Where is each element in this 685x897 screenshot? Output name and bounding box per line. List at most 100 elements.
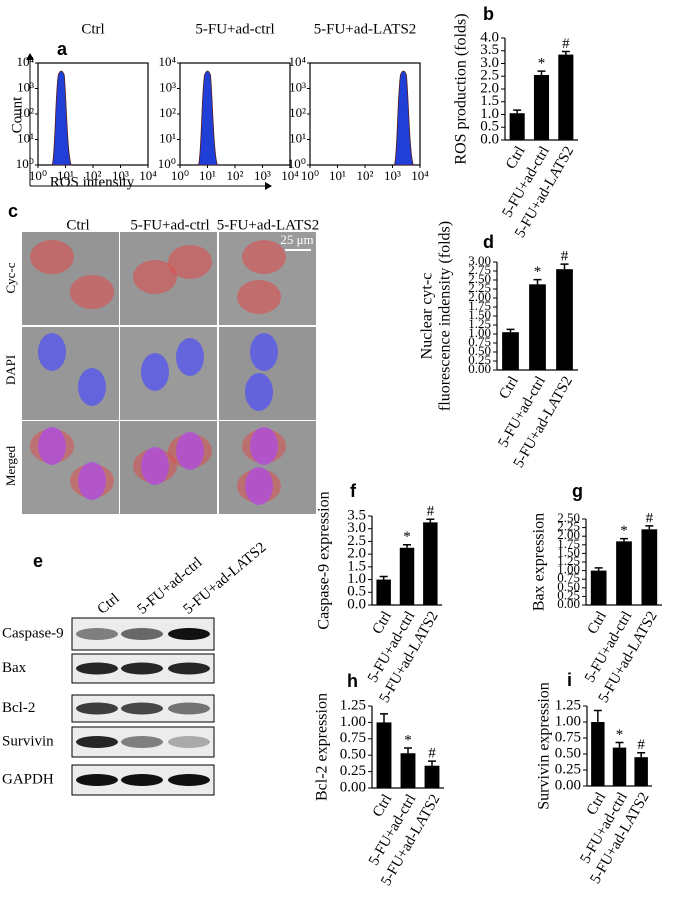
bar <box>616 541 632 605</box>
error-bar <box>533 278 542 285</box>
y-axis-label: Bcl-2 expression <box>314 693 331 801</box>
column-label: 5-FU+ad-LATS2 <box>217 217 320 233</box>
bar <box>612 747 627 786</box>
significance-mark: # <box>428 746 436 762</box>
blot-band <box>168 774 210 786</box>
panel-label: a <box>57 39 68 59</box>
nucleus-stain <box>78 368 106 406</box>
histogram-peak <box>393 70 415 166</box>
blot-band <box>168 702 210 715</box>
y-tick-label: 1.25 <box>557 553 580 568</box>
panel-label: e <box>33 551 43 571</box>
y-axis-label: Count <box>9 96 25 134</box>
bar <box>641 529 658 605</box>
significance-mark: # <box>427 504 435 520</box>
y-tick-label: 10⁰ <box>158 156 176 171</box>
bar <box>556 269 573 370</box>
protein-label: Survivin <box>2 733 54 749</box>
bar <box>399 547 415 605</box>
y-tick-label: 0.0 <box>480 131 499 147</box>
error-bar <box>403 543 411 548</box>
y-tick-label: 0.25 <box>468 352 491 367</box>
histogram-peak <box>197 70 219 166</box>
y-tick-label: 3.5 <box>480 42 499 58</box>
x-tick-label: 10² <box>85 168 102 183</box>
y-tick-label: 2.25 <box>557 519 580 534</box>
significance-mark: * <box>616 727 624 743</box>
nucleus-stain <box>176 432 204 470</box>
error-bar <box>620 537 628 542</box>
blot-band <box>168 662 210 675</box>
blot-band <box>76 702 118 715</box>
y-tick-label: 10¹ <box>289 130 306 145</box>
y-tick-label: 2.5 <box>480 68 499 84</box>
y-axis-label: ROS production (folds) <box>453 13 470 164</box>
y-tick-label: 10² <box>159 105 176 120</box>
significance-mark: # <box>561 249 569 265</box>
error-bar <box>594 567 603 571</box>
cytochrome-stain <box>70 275 114 309</box>
x-tick-label: 10² <box>357 168 374 183</box>
nucleus-stain <box>250 333 278 371</box>
error-bar <box>561 50 570 55</box>
blot-band <box>121 662 163 675</box>
nucleus-stain <box>245 373 273 411</box>
y-tick-label: 10³ <box>159 79 176 94</box>
y-tick-label: 1.25 <box>555 697 581 713</box>
y-tick-label: 2.00 <box>557 527 580 542</box>
error-bar <box>428 760 436 766</box>
y-tick-label: 3.0 <box>347 520 366 536</box>
nucleus-stain <box>141 353 169 391</box>
x-tick-label: 10³ <box>254 168 271 183</box>
nucleus-stain <box>78 462 106 500</box>
significance-mark: * <box>404 732 412 748</box>
blot-band <box>121 702 163 715</box>
y-tick-label: 10³ <box>289 79 306 94</box>
y-tick-label: 2.75 <box>468 262 491 277</box>
significance-mark: # <box>637 737 645 753</box>
x-tick-label: 10¹ <box>57 168 74 183</box>
histogram-peak <box>51 70 72 166</box>
arrow-head <box>265 182 272 190</box>
blot-band <box>121 628 163 640</box>
error-bar <box>637 751 646 758</box>
y-tick-label: 0.25 <box>340 763 366 779</box>
x-tick-label: 10¹ <box>329 168 346 183</box>
y-tick-label: 1.00 <box>557 562 580 577</box>
significance-mark: # <box>562 36 570 52</box>
x-tick-label: 10⁰ <box>301 168 319 183</box>
blot-band <box>76 774 118 786</box>
panel-label: g <box>572 481 583 501</box>
error-bar <box>404 747 412 754</box>
y-tick-label: 2.00 <box>468 289 491 304</box>
protein-label: Caspase-9 <box>2 625 64 641</box>
protein-label: Bax <box>2 660 27 676</box>
blot-band <box>76 736 118 748</box>
y-axis-label: Caspase-9 expression <box>316 491 333 629</box>
bar <box>376 579 391 605</box>
y-tick-label: 0.50 <box>340 747 366 763</box>
y-tick-label: 2.0 <box>347 546 366 562</box>
panel-label: h <box>347 671 358 691</box>
error-bar <box>379 575 388 580</box>
x-tick-label: 10³ <box>112 168 129 183</box>
scale-bar-label: 25 μm <box>280 232 313 247</box>
y-tick-label: 0.75 <box>468 334 491 349</box>
nucleus-stain <box>141 447 169 485</box>
y-tick-label: 0.75 <box>557 570 580 585</box>
y-tick-label: 2.5 <box>347 533 366 549</box>
y-tick-label: 1.25 <box>468 316 491 331</box>
nucleus-stain <box>250 427 278 465</box>
y-tick-label: 0.5 <box>347 584 366 600</box>
y-axis-label: Bax expression <box>531 513 548 611</box>
error-bar <box>506 328 515 333</box>
nucleus-stain <box>245 467 273 505</box>
y-tick-label: 2.50 <box>468 271 491 286</box>
panel-label: c <box>8 201 18 221</box>
blot-band <box>121 774 163 786</box>
significance-mark: * <box>534 264 542 280</box>
bar <box>509 113 525 140</box>
bar <box>634 757 648 786</box>
bar <box>558 54 574 141</box>
y-tick-label: 2.25 <box>468 280 491 295</box>
